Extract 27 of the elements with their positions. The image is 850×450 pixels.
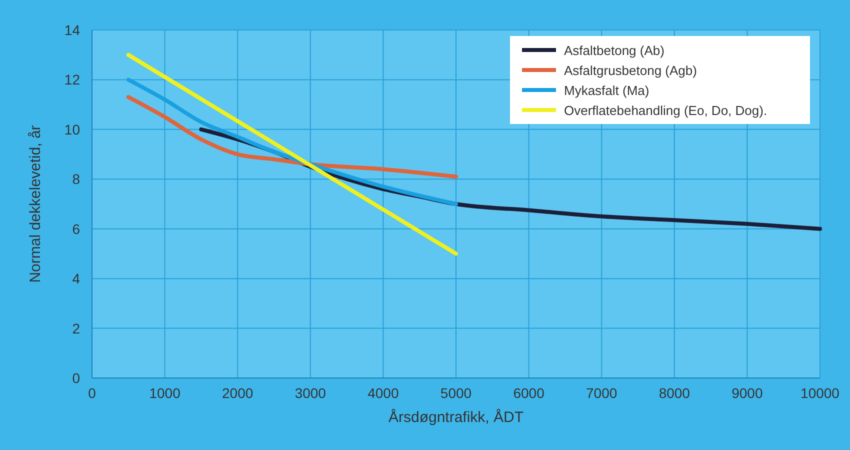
x-tick-label: 4000	[368, 385, 399, 401]
y-tick-label: 4	[72, 270, 80, 287]
line-series	[126, 95, 458, 179]
y-axis-title: Normal dekkelevetid, år	[27, 125, 44, 283]
y-tick-label: 10	[64, 121, 80, 138]
y-tick-label: 2	[72, 320, 80, 336]
x-tick-label: 10000	[800, 385, 840, 401]
legend-label: Asfaltbetong (Ab)	[564, 43, 664, 58]
x-tick-label: 6000	[513, 385, 545, 401]
x-tick-label: 9000	[732, 385, 763, 401]
y-tick-label: 6	[72, 220, 80, 237]
legend-label: Asfaltgrusbetong (Agb)	[564, 63, 697, 78]
x-tick-label: 5000	[440, 385, 472, 401]
x-tick-label: 3000	[294, 385, 326, 401]
x-tick-label: 7000	[586, 385, 618, 401]
line-series	[126, 78, 458, 206]
x-tick-label: 2000	[222, 385, 254, 401]
y-tick-label: 14	[64, 22, 80, 38]
legend-label: Overflatebehandling (Eo, Do, Dog).	[564, 103, 768, 118]
legend-label: Mykasfalt (Ma)	[564, 83, 650, 98]
x-tick-label: 1000	[149, 385, 181, 401]
y-tick-label: 8	[72, 171, 80, 188]
x-tick-label: 8000	[658, 385, 690, 401]
x-tick-label: 0	[88, 385, 96, 401]
x-axis-title: Årsdøgntrafikk, ÅDT	[388, 408, 524, 426]
y-tick-label: 0	[72, 370, 80, 386]
y-tick-label: 12	[64, 72, 80, 88]
